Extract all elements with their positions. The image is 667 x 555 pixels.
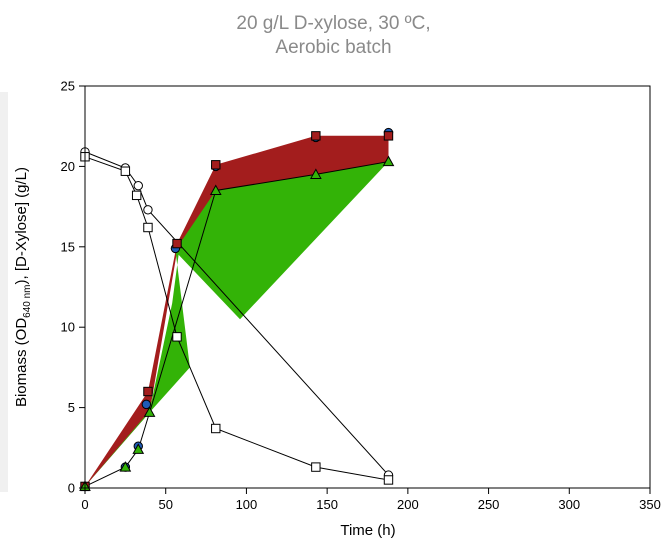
x-tick-label-150: 150	[316, 497, 338, 512]
series-4-point-3	[133, 180, 143, 191]
series-3-point-3	[132, 443, 145, 454]
series-2-point-4	[211, 160, 221, 170]
series-5-point-5	[172, 332, 182, 342]
side-strip	[0, 92, 8, 492]
series-5-point-8	[383, 475, 394, 485]
y-axis-ticks: 0 5 10 15 20 25	[61, 79, 85, 496]
band-2	[85, 161, 389, 487]
y-tick-label-15: 15	[61, 239, 75, 254]
y-axis-label: Biomass (OD640 nm), [D-Xylose] (g/L)	[13, 167, 33, 407]
x-tick-label-350: 350	[639, 497, 661, 512]
y-axis-label-suffix: ), [D-Xylose] (g/L)	[13, 167, 30, 285]
series-5-point-4	[143, 222, 153, 233]
y-tick-label-10: 10	[61, 320, 75, 335]
x-tick-label-250: 250	[478, 497, 500, 512]
chart-title: 20 g/L D-xylose, 30 ºC, Aerobic batch	[0, 12, 667, 60]
plot-frame	[84, 85, 651, 489]
x-tick-label-100: 100	[236, 497, 258, 512]
x-tick-label-0: 0	[81, 497, 88, 512]
y-tick-label-0: 0	[68, 481, 75, 496]
band-layer	[85, 135, 389, 487]
chart-title-line-1: 20 g/L D-xylose, 30 ºC,	[236, 13, 431, 34]
series-2-point-3	[172, 238, 182, 249]
series-3-point-6	[309, 168, 322, 179]
series-5-point-6	[211, 423, 221, 434]
series-3-point-4	[143, 406, 156, 417]
x-tick-label-50: 50	[158, 497, 172, 512]
y-axis-label-prefix: Biomass (OD	[13, 318, 30, 407]
y-tick-label-20: 20	[61, 159, 75, 174]
series-4-point-4	[143, 205, 153, 215]
series-1-point-4	[141, 399, 152, 410]
series-5-point-7	[311, 462, 321, 472]
y-tick-label-5: 5	[68, 400, 75, 415]
x-axis-ticks: 0 50 100 150 200 250 300 350	[81, 488, 661, 512]
y-tick-label-25: 25	[61, 79, 75, 94]
series-2-point-6	[383, 131, 394, 141]
x-tick-label-300: 300	[558, 497, 580, 512]
series-5-point-2	[120, 166, 131, 176]
series-3-point-5	[209, 184, 222, 196]
x-axis-label: Time (h)	[340, 522, 395, 539]
series-2-point-2	[143, 386, 153, 397]
series-3-point-7	[382, 155, 395, 167]
chart-title-line-2: Aerobic batch	[275, 37, 392, 58]
series-5-point-3	[131, 190, 142, 201]
x-tick-label-200: 200	[397, 497, 419, 512]
series-2-point-5	[311, 131, 321, 141]
series-3-point-2	[119, 461, 132, 472]
y-axis-label-subscript: 640 nm	[22, 284, 33, 317]
